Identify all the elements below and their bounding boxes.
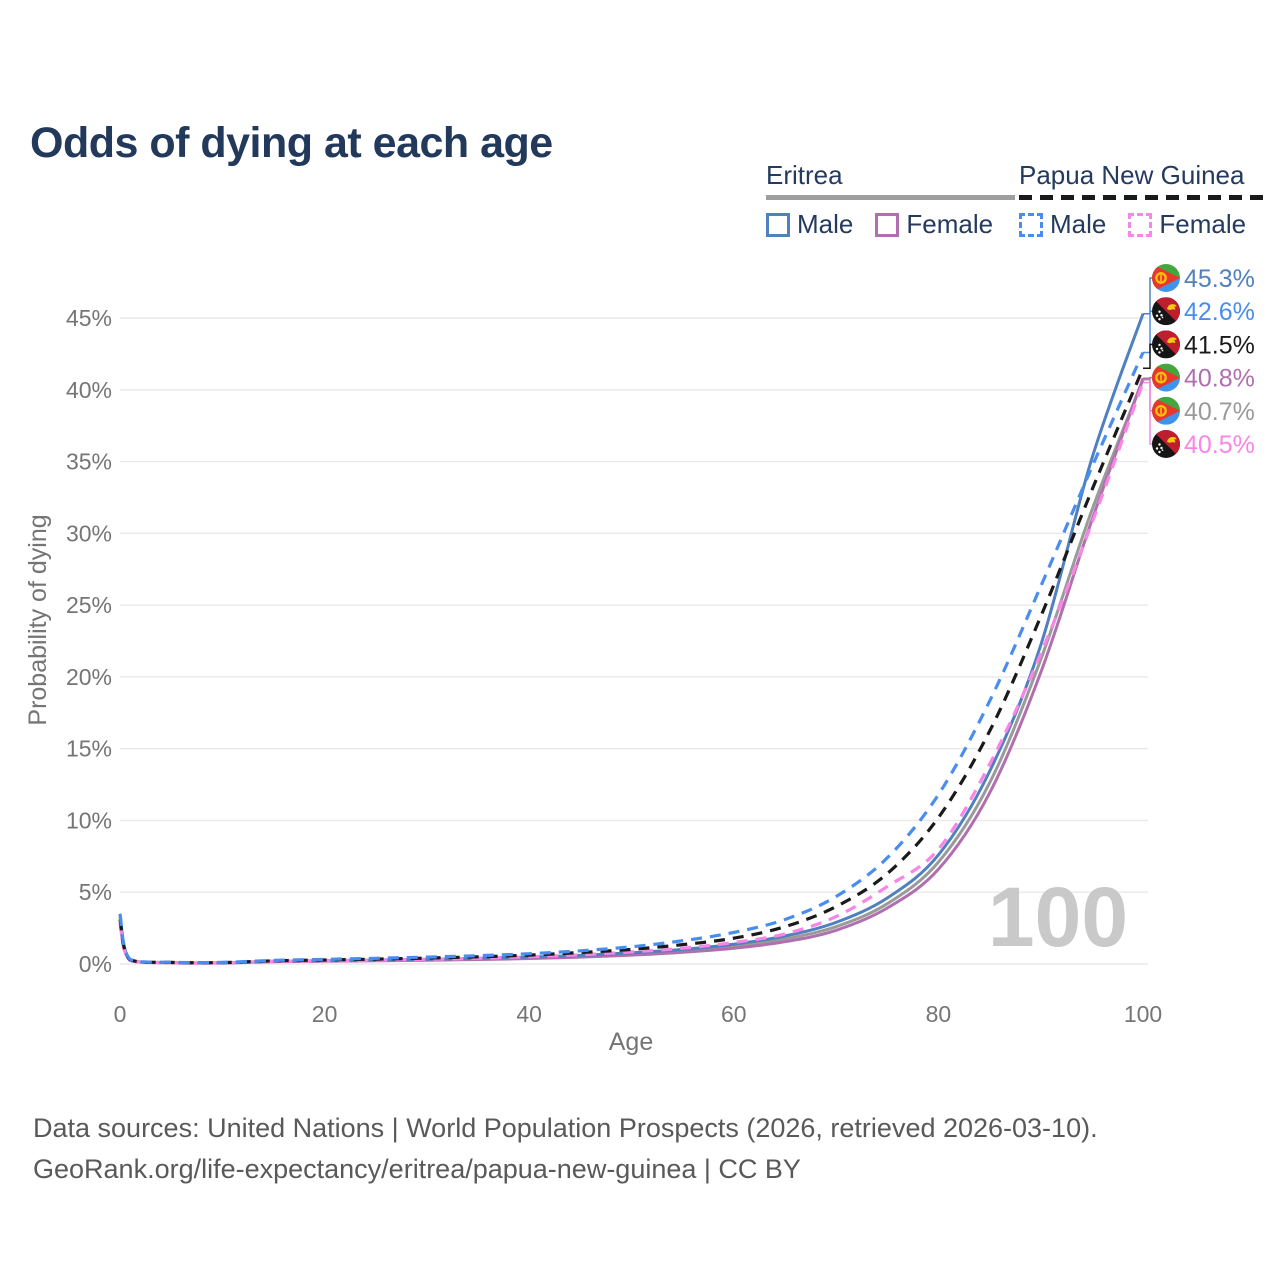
legend-swatch-eritrea-female[interactable] <box>875 212 900 237</box>
y-tick-30: 30% <box>66 520 112 546</box>
eritrea-line-style-swatch <box>766 195 1016 200</box>
end-label-value: 42.6% <box>1184 298 1255 326</box>
x-axis-label: Age <box>609 1028 653 1056</box>
legend-group-eritrea: Eritrea Male Female <box>766 160 1016 240</box>
x-tick-20: 20 <box>312 1001 338 1027</box>
legend-country-papua-new-guinea[interactable]: Papua New Guinea <box>1019 160 1245 190</box>
legend-label-eritrea-male[interactable]: Male <box>797 209 854 239</box>
data-source-line: Data sources: United Nations | World Pop… <box>33 1113 1098 1143</box>
legend-swatch-eritrea-male[interactable] <box>766 212 790 237</box>
eritrea-flag-icon <box>1152 396 1180 425</box>
age-watermark: 100 <box>988 870 1128 964</box>
x-tick-40: 40 <box>516 1001 542 1027</box>
y-tick-10: 10% <box>66 807 112 833</box>
y-tick-15: 15% <box>66 736 112 762</box>
y-tick-0: 0% <box>79 951 112 977</box>
end-label-value: 45.3% <box>1184 265 1255 293</box>
y-tick-40: 40% <box>66 377 112 403</box>
x-tick-60: 60 <box>721 1001 747 1027</box>
eritrea-flag-icon <box>1152 363 1180 392</box>
y-tick-5: 5% <box>79 879 112 905</box>
attribution-line: GeoRank.org/life-expectancy/eritrea/papu… <box>33 1154 801 1184</box>
legend-label-png-male[interactable]: Male <box>1050 209 1107 239</box>
legend-swatch-png-male[interactable] <box>1019 212 1043 237</box>
y-tick-25: 25% <box>66 592 112 618</box>
legend-swatch-png-female[interactable] <box>1128 212 1153 237</box>
y-tick-45: 45% <box>66 305 112 331</box>
eritrea-flag-icon <box>1152 264 1180 292</box>
legend-label-png-female[interactable]: Female <box>1159 209 1247 239</box>
legend-country-eritrea[interactable]: Eritrea <box>766 160 843 190</box>
png-flag-icon <box>1152 330 1180 359</box>
end-label-value: 40.5% <box>1184 431 1255 459</box>
legend-label-eritrea-female[interactable]: Female <box>906 209 994 239</box>
y-axis-label: Probability of dying <box>24 514 52 725</box>
y-tick-35: 35% <box>66 449 112 475</box>
y-tick-20: 20% <box>66 664 112 690</box>
data-source-footer: Data sources: United Nations | World Pop… <box>33 1108 1098 1190</box>
x-tick-0: 0 <box>114 1001 127 1027</box>
series-line-eritrea-male <box>118 313 1145 965</box>
legend-group-papua-new-guinea: Papua New Guinea Male Female <box>1019 160 1269 240</box>
end-label-value: 40.7% <box>1184 398 1255 426</box>
png-flag-icon <box>1152 430 1180 458</box>
papua-new-guinea-line-style-swatch <box>1019 195 1269 200</box>
end-label-value: 40.8% <box>1184 365 1255 393</box>
x-tick-80: 80 <box>926 1001 952 1027</box>
page-title: Odds of dying at each age <box>30 118 553 167</box>
end-label-value: 41.5% <box>1184 331 1255 359</box>
x-tick-100: 100 <box>1124 1001 1162 1027</box>
png-flag-icon <box>1152 297 1180 326</box>
